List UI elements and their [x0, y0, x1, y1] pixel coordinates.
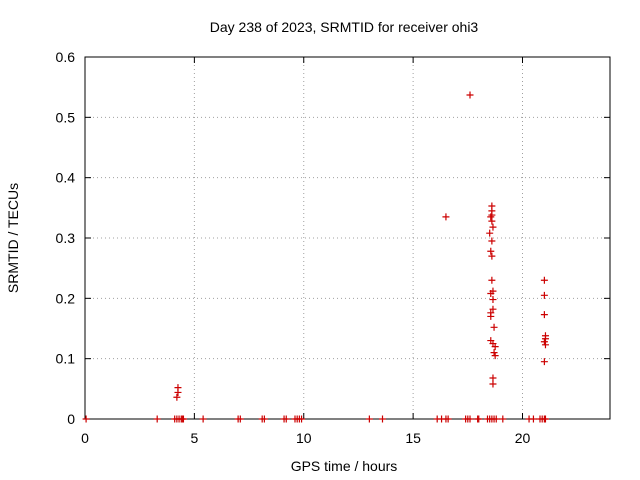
y-tick-label: 0.4	[56, 170, 76, 186]
data-point	[540, 276, 548, 284]
data-point	[541, 341, 549, 349]
data-point	[153, 415, 161, 423]
data-point	[491, 343, 499, 351]
data-point	[491, 352, 499, 360]
x-tick-label: 0	[81, 430, 89, 446]
data-point	[490, 349, 498, 357]
data-point	[488, 237, 496, 245]
y-tick-label: 0.3	[56, 230, 76, 246]
data-point	[540, 291, 548, 299]
data-point	[487, 312, 495, 320]
data-point	[489, 296, 497, 304]
data-point	[174, 388, 182, 396]
data-point	[466, 91, 474, 99]
data-point	[282, 415, 290, 423]
y-tick-label: 0.2	[56, 290, 76, 306]
data-point	[260, 415, 268, 423]
data-point	[379, 415, 386, 423]
data-point	[487, 213, 495, 221]
data-point	[492, 415, 500, 423]
data-point	[488, 211, 496, 219]
data-point	[236, 415, 244, 423]
data-point	[444, 415, 452, 423]
data-point	[199, 415, 207, 423]
data-point	[466, 415, 474, 423]
data-point	[173, 393, 181, 401]
data-point	[365, 415, 373, 423]
data-point	[541, 415, 549, 423]
data-point	[487, 290, 495, 298]
data-point	[529, 415, 537, 423]
data-point	[540, 358, 548, 366]
data-point	[298, 415, 306, 423]
data-point	[540, 338, 548, 346]
data-point	[179, 415, 187, 423]
y-tick-label: 0.1	[56, 351, 76, 367]
x-axis-label: GPS time / hours	[291, 458, 398, 474]
y-tick-label: 0	[67, 411, 75, 427]
data-point	[540, 311, 548, 319]
data-point	[487, 247, 495, 255]
plot-frame	[84, 56, 611, 420]
x-tick-label: 5	[190, 430, 198, 446]
data-points	[82, 91, 549, 423]
chart-title: Day 238 of 2023, SRMTID for receiver ohi…	[210, 19, 479, 35]
data-point	[82, 415, 90, 423]
data-point	[499, 415, 507, 423]
data-point	[475, 415, 483, 423]
data-point	[541, 335, 549, 343]
grid-lines	[85, 57, 610, 419]
x-tick-label: 15	[405, 430, 421, 446]
data-point	[490, 323, 498, 331]
axis-ticks: 0 5 10 15 20 0 0.1 0.2 0.3 0.4 0.5 0.6	[56, 49, 610, 446]
data-point	[489, 374, 497, 382]
data-point	[488, 276, 496, 284]
data-point	[489, 305, 497, 313]
data-point	[486, 229, 494, 237]
y-axis-label: SRMTID / TECUs	[5, 183, 21, 293]
data-point	[442, 213, 450, 221]
data-point	[489, 380, 497, 388]
data-point	[488, 252, 496, 260]
data-point	[488, 217, 496, 225]
x-tick-label: 10	[296, 430, 312, 446]
y-tick-label: 0.5	[56, 109, 76, 125]
data-point	[489, 223, 497, 231]
y-tick-label: 0.6	[56, 49, 76, 65]
x-tick-label: 20	[515, 430, 531, 446]
